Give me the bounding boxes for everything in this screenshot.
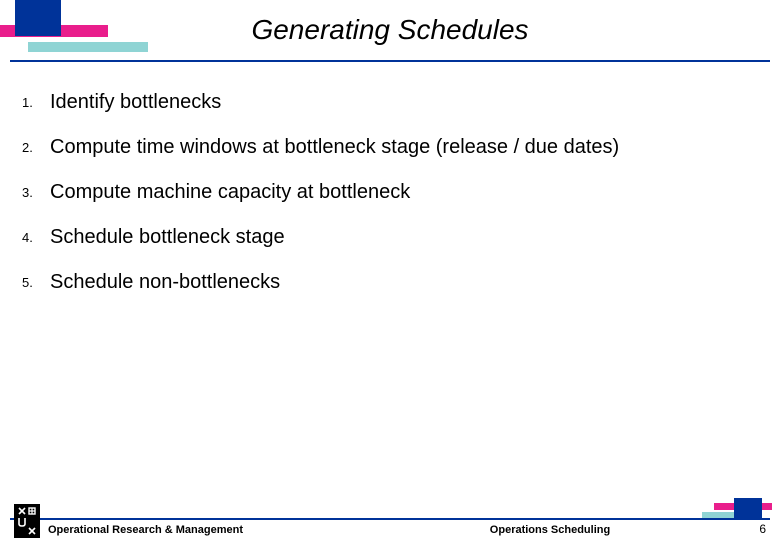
list-text: Schedule bottleneck stage (50, 225, 285, 250)
list-number: 3. (22, 180, 50, 200)
fdeco-blue-square (734, 498, 762, 518)
slide-content: 1. Identify bottlenecks 2. Compute time … (22, 90, 740, 315)
numbered-list: 1. Identify bottlenecks 2. Compute time … (22, 90, 740, 295)
slide-header: Generating Schedules (0, 0, 780, 68)
slide-title: Generating Schedules (0, 14, 780, 46)
list-text: Compute machine capacity at bottleneck (50, 180, 410, 205)
header-underline (10, 60, 770, 62)
slide-footer: Operational Research & Management Operat… (0, 498, 780, 540)
list-number: 2. (22, 135, 50, 155)
list-number: 4. (22, 225, 50, 245)
list-number: 1. (22, 90, 50, 110)
list-item: 1. Identify bottlenecks (22, 90, 740, 115)
list-text: Compute time windows at bottleneck stage… (50, 135, 619, 160)
footer-overline (10, 518, 770, 520)
list-item: 5. Schedule non-bottlenecks (22, 270, 740, 295)
footer-center-text: Operations Scheduling (0, 524, 780, 536)
page-number: 6 (759, 522, 766, 536)
list-number: 5. (22, 270, 50, 290)
list-item: 3. Compute machine capacity at bottlenec… (22, 180, 740, 205)
list-item: 2. Compute time windows at bottleneck st… (22, 135, 740, 160)
list-text: Schedule non-bottlenecks (50, 270, 280, 295)
list-item: 4. Schedule bottleneck stage (22, 225, 740, 250)
list-text: Identify bottlenecks (50, 90, 221, 115)
footer-decoration (702, 498, 772, 518)
